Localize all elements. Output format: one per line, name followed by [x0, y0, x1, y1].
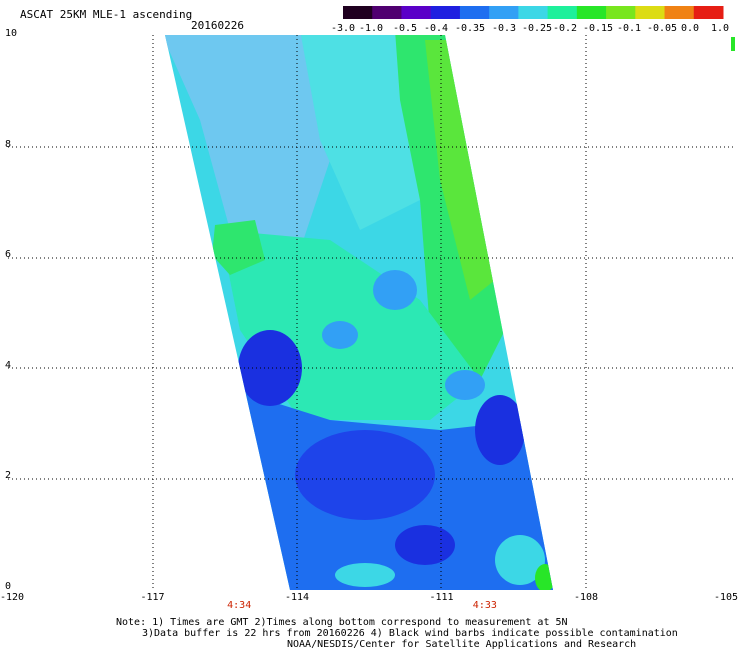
colorbar-swatch	[635, 6, 666, 19]
region-cyan-bottom	[335, 563, 395, 587]
x-axis-label: -114	[284, 592, 310, 603]
region-deep-blue-bottom	[395, 525, 455, 565]
colorbar-label: -0.1	[616, 23, 642, 34]
pass-time-label: 4:33	[472, 600, 497, 611]
colorbar-swatch	[372, 6, 402, 19]
y-axis-label: 0	[5, 581, 12, 592]
colorbar-label: -0.05	[646, 23, 678, 34]
x-axis-label: -120	[0, 592, 25, 603]
region-blob-mid2	[322, 321, 358, 349]
colorbar-swatch	[518, 6, 549, 19]
colorbar-swatch	[430, 6, 461, 19]
region-upper-center	[300, 35, 420, 230]
edge-green-mark	[731, 37, 735, 51]
region-deep-blue-east	[475, 395, 525, 465]
x-axis-label: -105	[714, 592, 739, 603]
colorbar-swatch	[664, 6, 695, 19]
colorbar-label: -0.5	[392, 23, 418, 34]
region-blob-east	[445, 370, 485, 400]
colorbar-label: -1.0	[358, 23, 384, 34]
region-deep-blue-south	[295, 430, 435, 520]
colorbar-swatch	[489, 6, 519, 19]
colorbar-label: -0.4	[423, 23, 449, 34]
region-upper-west	[165, 35, 330, 250]
region-blob-mid	[373, 270, 417, 310]
region-cyan-se	[495, 535, 545, 585]
colorbar-label: -0.35	[454, 23, 486, 34]
colorbar-swatch	[693, 6, 724, 19]
footer-note-3: NOAA/NESDIS/Center for Satellite Applica…	[287, 639, 637, 650]
colorbar-swatch	[401, 6, 432, 19]
colorbar-label: 0.0	[680, 23, 700, 34]
region-east-lightgreen	[425, 40, 495, 300]
y-axis-label: 10	[5, 28, 18, 39]
footer-note-1: Note: 1) Times are GMT 2)Times along bot…	[116, 617, 568, 628]
product-title: ASCAT 25KM MLE-1 ascending	[20, 8, 193, 21]
colorbar-swatch	[459, 6, 490, 19]
region-deep-blue-4n	[238, 330, 302, 406]
region-west-green	[212, 220, 265, 275]
colorbar-label: -0.3	[491, 23, 517, 34]
footer-note-2: 3)Data buffer is 22 hrs from 20160226 4)…	[142, 628, 678, 639]
colorbar	[343, 6, 724, 19]
colorbar-swatch	[343, 6, 373, 19]
pass-time-label: 4:34	[227, 600, 252, 611]
colorbar-swatch	[547, 6, 578, 19]
product-date: 20160226	[191, 19, 244, 32]
colorbar-swatch	[576, 6, 607, 19]
colorbar-label: -0.25	[521, 23, 553, 34]
x-axis-label: -108	[573, 592, 599, 603]
texture-overlay	[150, 30, 570, 595]
y-axis-label: 2	[5, 470, 12, 482]
y-axis-label: 6	[5, 249, 12, 261]
colorbar-label: -0.15	[582, 23, 614, 34]
y-axis-label: 4	[5, 359, 12, 371]
colorbar-swatch	[606, 6, 636, 19]
grid	[8, 35, 735, 588]
colorbar-label: 1.0	[710, 23, 730, 34]
colorbar-label: -3.0	[330, 23, 356, 34]
y-axis-label: 8	[5, 138, 12, 150]
colorbar-label: -0.2	[552, 23, 578, 34]
x-axis-label: -111	[429, 592, 454, 603]
x-axis-label: -117	[140, 592, 165, 603]
